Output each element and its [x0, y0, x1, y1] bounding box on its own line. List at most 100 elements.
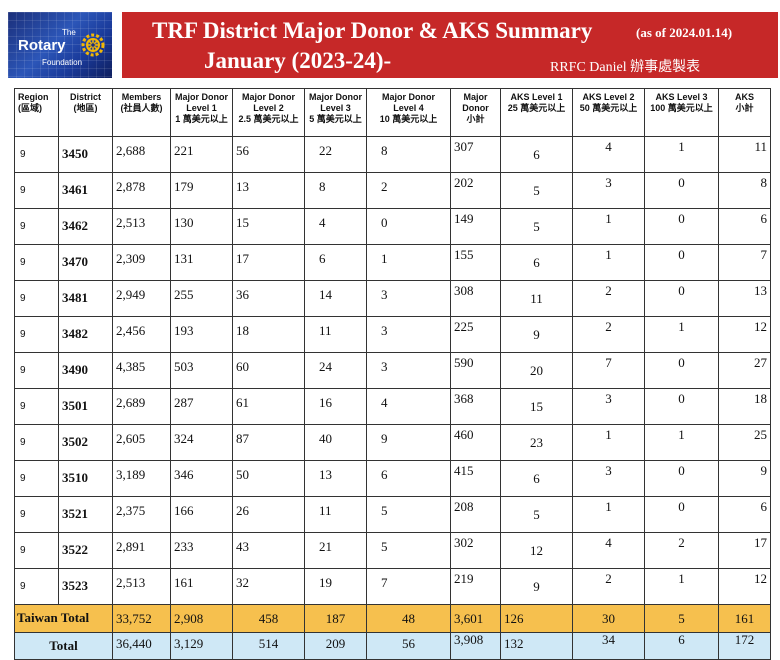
- taiwan-total-md1: 2,908: [170, 604, 233, 633]
- cell-md3: 19: [304, 568, 367, 605]
- cell-md1: 166: [170, 496, 233, 533]
- cell-md4: 7: [366, 568, 451, 605]
- cell-md2: 18: [232, 316, 305, 353]
- cell-aks3: 0: [644, 496, 719, 533]
- cell-md1: 324: [170, 424, 233, 461]
- cell-md-subtotal: 590: [450, 352, 501, 389]
- taiwan-total-aks2: 30: [572, 604, 645, 633]
- cell-region: 9: [14, 208, 59, 245]
- cell-aks2: 4: [572, 136, 645, 173]
- cell-aks2: 4: [572, 532, 645, 569]
- cell-md-subtotal: 415: [450, 460, 501, 497]
- cell-md1: 255: [170, 280, 233, 317]
- cell-aks1: 6: [500, 460, 573, 497]
- taiwan-total-aks3: 5: [644, 604, 719, 633]
- as-of-date: (as of 2024.01.14): [636, 25, 733, 40]
- cell-aks2: 2: [572, 568, 645, 605]
- header-aks-level-3: AKS Level 3 100 萬美元以上: [644, 88, 719, 137]
- taiwan-total-md2: 458: [232, 604, 305, 633]
- taiwan-total-members: 33,752: [112, 604, 171, 633]
- grand-total-aks-subtotal: 172: [718, 632, 771, 660]
- cell-md2: 26: [232, 496, 305, 533]
- table-row: 9 3510 3,189 346 50 13 6 415 6 3 0 9: [14, 460, 771, 497]
- cell-aks1: 5: [500, 208, 573, 245]
- cell-md3: 14: [304, 280, 367, 317]
- cell-aks-subtotal: 17: [718, 532, 771, 569]
- cell-aks3: 0: [644, 244, 719, 281]
- cell-md-subtotal: 308: [450, 280, 501, 317]
- cell-members: 2,309: [112, 244, 171, 281]
- header-major-donor-level-2: Major Donor Level 2 2.5 萬美元以上: [232, 88, 305, 137]
- cell-district: 3523: [58, 568, 113, 605]
- cell-members: 2,891: [112, 532, 171, 569]
- table-row: 9 3482 2,456 193 18 11 3 225 9 2 1 12: [14, 316, 771, 353]
- logo-text-rotary: Rotary: [18, 37, 66, 54]
- cell-aks2: 1: [572, 208, 645, 245]
- title-line-2: January (2023-24)-: [204, 48, 392, 73]
- cell-md-subtotal: 307: [450, 136, 501, 173]
- cell-aks-subtotal: 8: [718, 172, 771, 209]
- cell-aks-subtotal: 13: [718, 280, 771, 317]
- cell-md-subtotal: 219: [450, 568, 501, 605]
- taiwan-total-aks-subtotal: 161: [718, 604, 771, 633]
- table-row: 9 3521 2,375 166 26 11 5 208 5 1 0 6: [14, 496, 771, 533]
- grand-total-md1: 3,129: [170, 632, 233, 660]
- grand-total-md-subtotal: 3,908: [450, 632, 501, 660]
- cell-aks1: 12: [500, 532, 573, 569]
- cell-members: 2,456: [112, 316, 171, 353]
- cell-aks1: 15: [500, 388, 573, 425]
- cell-aks1: 5: [500, 496, 573, 533]
- cell-md4: 9: [366, 424, 451, 461]
- cell-aks2: 3: [572, 460, 645, 497]
- cell-region: 9: [14, 568, 59, 605]
- grand-total-md2: 514: [232, 632, 305, 660]
- table-row: 9 3502 2,605 324 87 40 9 460 23 1 1 25: [14, 424, 771, 461]
- cell-district: 3501: [58, 388, 113, 425]
- cell-md2: 13: [232, 172, 305, 209]
- grand-total-md3: 209: [304, 632, 367, 660]
- table-row: 9 3490 4,385 503 60 24 3 590 20 7 0 27: [14, 352, 771, 389]
- cell-aks-subtotal: 18: [718, 388, 771, 425]
- cell-aks2: 2: [572, 280, 645, 317]
- cell-md3: 13: [304, 460, 367, 497]
- cell-region: 9: [14, 532, 59, 569]
- taiwan-total-row: Taiwan Total 33,752 2,908 458 187 48 3,6…: [14, 604, 771, 633]
- cell-md1: 130: [170, 208, 233, 245]
- cell-aks1: 6: [500, 136, 573, 173]
- cell-md1: 193: [170, 316, 233, 353]
- cell-members: 4,385: [112, 352, 171, 389]
- cell-md4: 3: [366, 352, 451, 389]
- cell-region: 9: [14, 244, 59, 281]
- cell-md3: 22: [304, 136, 367, 173]
- taiwan-total-md4: 48: [366, 604, 451, 633]
- cell-md4: 6: [366, 460, 451, 497]
- cell-md2: 50: [232, 460, 305, 497]
- cell-region: 9: [14, 424, 59, 461]
- grand-total-aks2: 34: [572, 632, 645, 660]
- cell-aks3: 1: [644, 568, 719, 605]
- cell-aks-subtotal: 9: [718, 460, 771, 497]
- cell-region: 9: [14, 460, 59, 497]
- cell-aks1: 11: [500, 280, 573, 317]
- table-row: 9 3470 2,309 131 17 6 1 155 6 1 0 7: [14, 244, 771, 281]
- cell-region: 9: [14, 388, 59, 425]
- cell-aks3: 1: [644, 136, 719, 173]
- cell-district: 3510: [58, 460, 113, 497]
- table-row: 9 3461 2,878 179 13 8 2 202 5 3 0 8: [14, 172, 771, 209]
- cell-aks-subtotal: 12: [718, 316, 771, 353]
- cell-md1: 503: [170, 352, 233, 389]
- cell-district: 3490: [58, 352, 113, 389]
- cell-md2: 87: [232, 424, 305, 461]
- table-row: 9 3462 2,513 130 15 4 0 149 5 1 0 6: [14, 208, 771, 245]
- rotary-foundation-logo: The Rotary Foundation: [8, 12, 112, 78]
- cell-district: 3521: [58, 496, 113, 533]
- cell-aks3: 1: [644, 424, 719, 461]
- cell-district: 3461: [58, 172, 113, 209]
- cell-aks3: 0: [644, 280, 719, 317]
- cell-members: 3,189: [112, 460, 171, 497]
- cell-md2: 36: [232, 280, 305, 317]
- cell-aks3: 0: [644, 208, 719, 245]
- cell-md4: 5: [366, 532, 451, 569]
- cell-aks1: 20: [500, 352, 573, 389]
- cell-members: 2,949: [112, 280, 171, 317]
